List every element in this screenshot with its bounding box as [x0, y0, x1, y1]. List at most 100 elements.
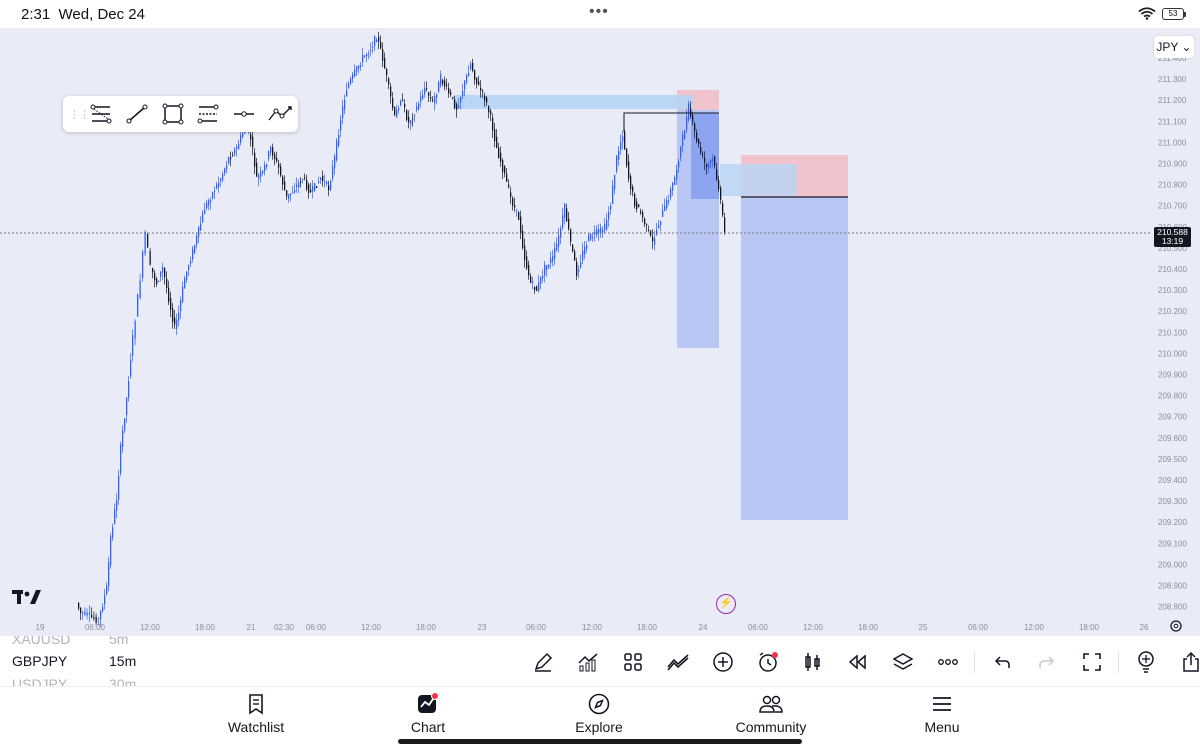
candle-body	[712, 158, 714, 161]
share-icon[interactable]	[1168, 648, 1200, 676]
symbol-row[interactable]: XAUUSD 5m	[12, 636, 129, 647]
candle-body	[180, 300, 182, 312]
candle-body	[302, 179, 304, 181]
candle-body	[428, 92, 430, 96]
candle-body	[582, 250, 584, 261]
candle-body	[404, 103, 406, 108]
candle-body	[154, 272, 156, 280]
candle-body	[520, 216, 522, 234]
pencil-icon[interactable]	[520, 648, 565, 676]
grid-icon[interactable]	[610, 648, 655, 676]
candle-body	[176, 319, 178, 329]
fvg-zone[interactable]	[453, 95, 693, 109]
symbol-row[interactable]: USDJPY 30m	[12, 676, 137, 686]
rectangle-icon[interactable]	[155, 99, 191, 129]
replay-icon[interactable]	[835, 648, 880, 676]
fib-retracement-icon[interactable]	[83, 99, 119, 129]
symbol-switcher[interactable]: XAUUSD 5m GBPJPY 15m USDJPY 30m	[12, 636, 172, 686]
candle-body	[472, 62, 474, 71]
price-axis-label: 211.400	[1158, 54, 1187, 63]
currency-select[interactable]: JPY ⌄	[1154, 36, 1194, 58]
candle-body	[716, 169, 718, 180]
candle-body	[420, 96, 422, 102]
candle-body	[91, 614, 93, 617]
candle-body	[708, 163, 710, 168]
candle-body	[450, 91, 452, 95]
compass-icon	[588, 693, 610, 715]
price-axis-label: 208.800	[1158, 603, 1187, 612]
trend-line-icon[interactable]	[119, 99, 155, 129]
path-icon[interactable]	[262, 99, 298, 129]
candle-body	[204, 209, 206, 215]
nav-explore[interactable]: Explore	[539, 691, 659, 735]
candle-body	[530, 276, 532, 283]
multitask-dots-icon[interactable]: •••	[589, 3, 609, 20]
tradingview-logo-icon	[12, 588, 42, 611]
horizontal-ray-icon[interactable]	[226, 99, 262, 129]
drag-handle-icon[interactable]: ⋮⋮	[69, 108, 90, 121]
candle-body	[352, 74, 354, 80]
candles-icon[interactable]	[790, 648, 835, 676]
nav-community[interactable]: Community	[711, 691, 831, 735]
candle-body	[664, 205, 666, 212]
candle-body	[137, 294, 139, 317]
fvg-zone[interactable]	[720, 164, 797, 196]
candle-body	[620, 141, 622, 151]
strategy-icon[interactable]	[655, 648, 700, 676]
home-indicator[interactable]	[398, 739, 802, 744]
candle-body	[416, 106, 418, 110]
candle-body	[168, 287, 170, 302]
more-icon[interactable]	[925, 648, 970, 676]
candle-body	[374, 36, 376, 46]
candle-body	[386, 68, 388, 76]
layers-icon[interactable]	[880, 648, 925, 676]
alarm-icon[interactable]	[745, 648, 790, 676]
idea-icon[interactable]	[1123, 648, 1168, 676]
symbol-row-active[interactable]: GBPJPY 15m	[12, 653, 137, 669]
candle-body	[604, 224, 606, 231]
candle-body	[158, 281, 160, 283]
add-icon[interactable]	[700, 648, 745, 676]
fib-channel-icon[interactable]	[190, 99, 226, 129]
indicators-icon[interactable]	[565, 648, 610, 676]
candle-body	[324, 181, 326, 183]
nav-menu[interactable]: Menu	[882, 691, 1002, 735]
candle-body	[682, 134, 684, 147]
candle-body	[440, 74, 442, 86]
candle-body	[498, 147, 500, 159]
candle-body	[666, 200, 668, 209]
nav-watchlist[interactable]: Watchlist	[196, 691, 316, 735]
candle-body	[124, 418, 126, 431]
candle-body	[366, 54, 368, 57]
redo-icon[interactable]	[1024, 648, 1069, 676]
candle-body	[448, 88, 450, 94]
candle-body	[184, 278, 186, 289]
time-axis-label: 12:00	[582, 623, 603, 632]
candle-body	[488, 106, 490, 113]
swing-high-line[interactable]	[623, 112, 719, 132]
fullscreen-icon[interactable]	[1069, 648, 1114, 676]
candle-body	[454, 99, 456, 108]
candle-body	[444, 80, 446, 87]
candle-body	[534, 286, 536, 291]
candle-body	[82, 613, 84, 615]
candle-body	[486, 97, 488, 103]
price-axis-label: 209.000	[1158, 560, 1187, 569]
candle-body	[316, 186, 318, 188]
lightning-icon[interactable]: ⚡	[716, 594, 736, 614]
take-profit-zone[interactable]	[741, 197, 848, 520]
candle-body	[354, 69, 356, 77]
candle-body	[292, 192, 294, 194]
price-chart[interactable]: 211.400 211.300 211.200 211.100 211.000 210.9…	[0, 28, 1200, 636]
nav-chart[interactable]: Chart	[368, 691, 488, 735]
candle-body	[100, 610, 102, 620]
undo-icon[interactable]	[979, 648, 1024, 676]
chart-area[interactable]: 211.400 211.300 211.200 211.100 211.000 210.9…	[0, 28, 1200, 636]
candle-body	[672, 182, 674, 191]
candle-body	[624, 131, 626, 150]
candle-body	[434, 96, 436, 103]
candle-body	[284, 181, 286, 191]
candle-body	[452, 97, 454, 99]
candle-body	[234, 149, 236, 155]
chart-settings-icon[interactable]	[1170, 620, 1182, 632]
